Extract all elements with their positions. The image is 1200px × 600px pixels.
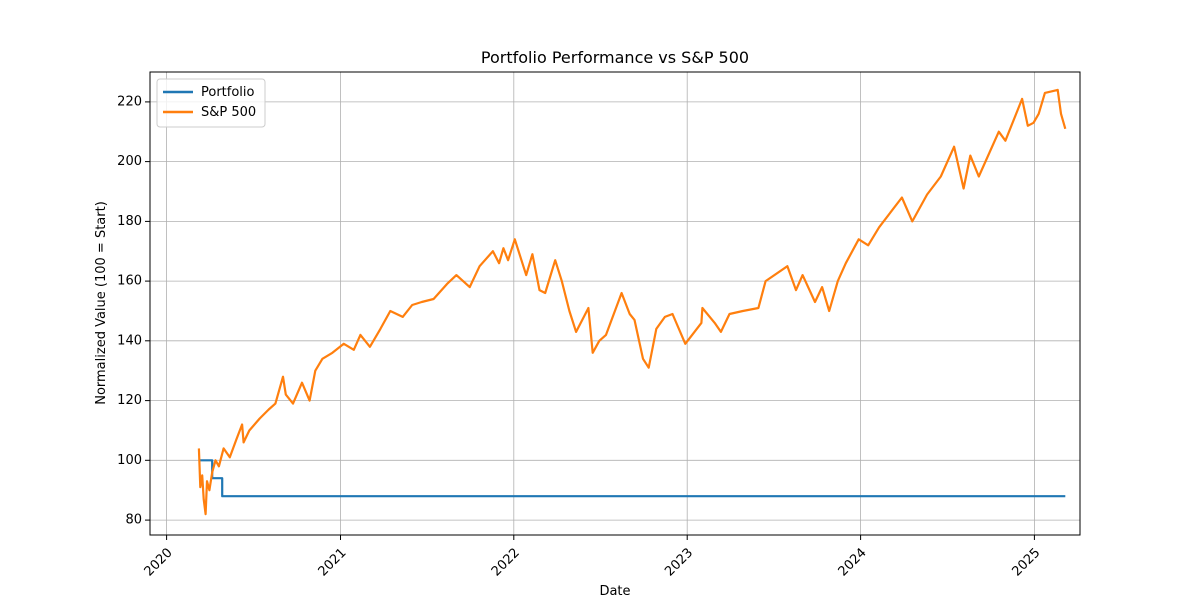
y-tick-label: 120	[117, 393, 142, 408]
x-axis-label: Date	[599, 584, 630, 599]
chart-title: Portfolio Performance vs S&P 500	[481, 48, 749, 67]
legend-label-portfolio: Portfolio	[201, 85, 255, 100]
series-line-s-p-500	[197, 88, 1067, 516]
series-line-portfolio	[198, 459, 1066, 498]
axis-ticks: 2020 2021 2022 2023 2024 20258010012014016018…	[117, 94, 1043, 579]
y-tick-label: 160	[117, 274, 142, 289]
plot-frame	[149, 71, 1081, 536]
legend: Portfolio S&P 500	[156, 78, 266, 128]
legend-label-sp500: S&P 500	[201, 105, 256, 120]
y-tick-label: 80	[125, 513, 142, 528]
y-tick-label: 180	[117, 214, 142, 229]
y-tick-label: 100	[117, 453, 142, 468]
y-tick-label: 140	[117, 333, 142, 348]
grid	[150, 72, 1080, 535]
y-tick-label: 200	[117, 154, 142, 169]
series-lines	[197, 88, 1067, 516]
y-tick-label: 220	[117, 94, 142, 109]
y-axis-label: Normalized Value (100 = Start)	[94, 201, 109, 405]
